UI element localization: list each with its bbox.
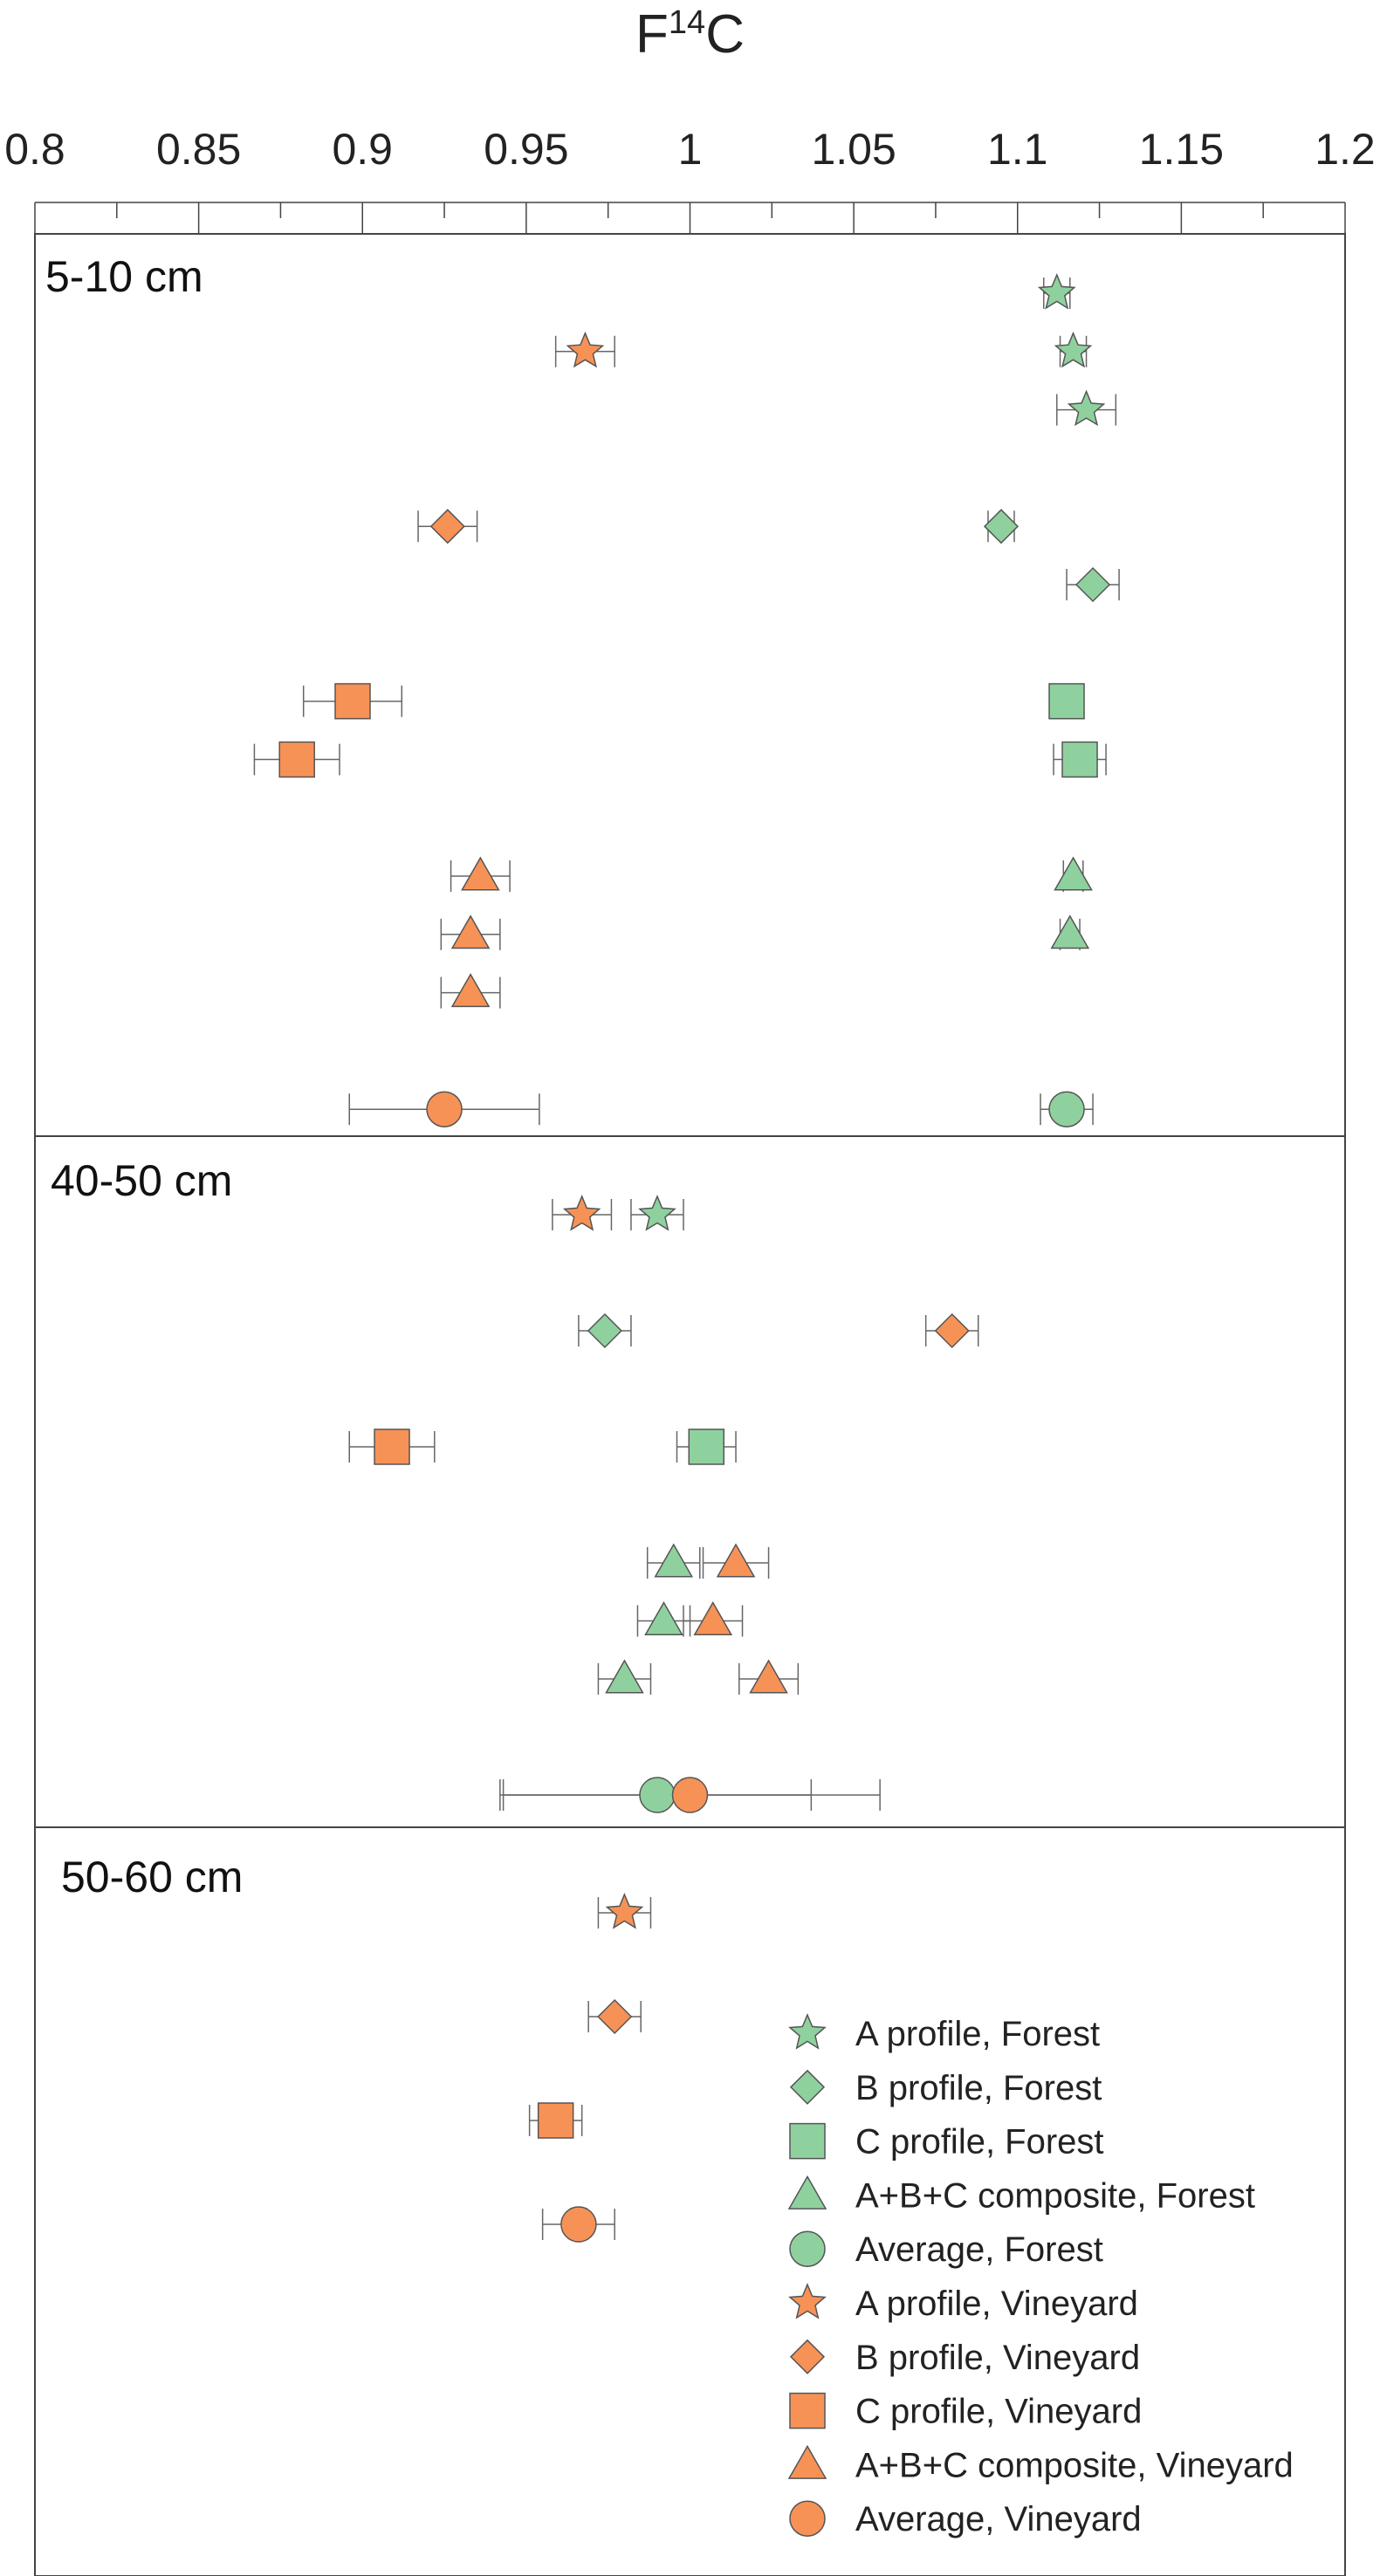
- data-point-diamond-forest: [587, 1312, 622, 1349]
- x-tick-label: 1.2: [1315, 125, 1376, 174]
- legend-entry-label: A profile, Forest: [855, 2015, 1100, 2053]
- x-tick-label: 1.1: [987, 125, 1048, 174]
- panel-label: 40-50 cm: [51, 1156, 232, 1205]
- data-point-star-forest: [1054, 331, 1093, 368]
- legend-marker-square-forest: [789, 2122, 826, 2160]
- data-point-triangle-vineyard: [450, 973, 491, 1008]
- data-point-star-forest: [1067, 389, 1106, 427]
- data-point-square-vineyard: [334, 682, 371, 720]
- data-point-triangle-vineyard: [716, 1543, 756, 1578]
- data-point-square-vineyard: [278, 741, 315, 778]
- x-axis: F14C 0.8 0.85 0.9 0.95 1 1.05 1.1 1.15 1.2: [4, 4, 1376, 234]
- data-point-square-forest: [1061, 741, 1098, 778]
- legend-marker-star-vineyard: [788, 2283, 827, 2319]
- data-point-circle-vineyard: [426, 1091, 463, 1127]
- error-bars: [253, 277, 1120, 2240]
- legend-marker-triangle-vineyard: [787, 2444, 827, 2479]
- data-point-circle-forest: [639, 1777, 676, 1813]
- panel-label: 50-60 cm: [61, 1853, 243, 1901]
- x-tick-label: 0.8: [4, 125, 65, 174]
- data-point-diamond-forest: [1074, 566, 1111, 603]
- data-point-star-vineyard: [605, 1893, 644, 1929]
- x-tick-label: 0.95: [484, 125, 568, 174]
- legend-entry-label: Average, Vineyard: [855, 2500, 1142, 2538]
- legend-entry-label: A profile, Vineyard: [855, 2285, 1138, 2323]
- data-point-star-vineyard: [562, 1195, 601, 1231]
- panel-frame: [34, 1135, 1346, 1828]
- data-point-circle-forest: [1048, 1091, 1085, 1127]
- panels: 5-10 cm 40-50 cm 50-60 cm: [34, 233, 1346, 2576]
- data-point-star-forest: [1037, 273, 1076, 310]
- legend-marker-diamond-vineyard: [789, 2339, 826, 2374]
- legend-entry-label: A+B+C composite, Forest: [855, 2176, 1255, 2215]
- legend-marker-triangle-forest: [787, 2175, 827, 2209]
- data-point-triangle-vineyard: [461, 856, 500, 891]
- legend-entry-label: C profile, Vineyard: [855, 2393, 1142, 2431]
- legend-entry-label: Average, Forest: [855, 2230, 1103, 2269]
- legend-entry-label: C profile, Forest: [855, 2123, 1104, 2162]
- legend: A profile, Forest B profile, Forest C prof…: [787, 2013, 1294, 2538]
- panel-frame: [34, 1826, 1346, 2576]
- data-markers: [278, 273, 1111, 2243]
- legend-marker-circle-vineyard: [789, 2500, 826, 2537]
- x-tick-label: 1: [678, 125, 703, 174]
- x-tick-label: 0.9: [332, 125, 393, 174]
- data-point-diamond-vineyard: [934, 1312, 970, 1349]
- data-point-square-forest: [1048, 682, 1085, 720]
- data-point-square-vineyard: [374, 1428, 410, 1465]
- data-point-triangle-vineyard: [693, 1600, 733, 1635]
- data-point-square-vineyard: [537, 2102, 574, 2139]
- data-point-star-vineyard: [566, 331, 605, 368]
- panel-label: 5-10 cm: [45, 252, 203, 301]
- data-point-diamond-forest: [983, 509, 1020, 545]
- data-point-triangle-forest: [654, 1543, 694, 1578]
- x-tick-label: 1.15: [1139, 125, 1224, 174]
- legend-entry-label: B profile, Forest: [855, 2069, 1102, 2107]
- data-point-triangle-vineyard: [450, 915, 491, 949]
- legend-marker-square-vineyard: [789, 2392, 826, 2429]
- legend-marker-circle-forest: [789, 2230, 826, 2267]
- data-point-diamond-vineyard: [429, 509, 465, 545]
- x-tick-label: 0.85: [156, 125, 241, 174]
- legend-marker-star-forest: [788, 2013, 827, 2050]
- data-point-circle-vineyard: [560, 2206, 597, 2243]
- x-axis-title: F14C: [635, 4, 745, 65]
- data-point-diamond-vineyard: [597, 1998, 633, 2035]
- legend-entry-label: A+B+C composite, Vineyard: [855, 2446, 1294, 2484]
- legend-entry-label: B profile, Vineyard: [855, 2339, 1140, 2377]
- x-tick-label: 1.05: [811, 125, 896, 174]
- data-point-triangle-vineyard: [749, 1659, 788, 1694]
- data-point-triangle-forest: [1050, 915, 1090, 949]
- data-point-triangle-forest: [644, 1600, 683, 1635]
- data-point-circle-vineyard: [671, 1777, 709, 1813]
- panel-frame: [34, 233, 1346, 1137]
- data-point-triangle-forest: [605, 1659, 644, 1694]
- legend-marker-diamond-forest: [789, 2069, 826, 2105]
- data-point-triangle-forest: [1054, 856, 1093, 891]
- data-point-square-forest: [688, 1428, 725, 1465]
- data-point-star-forest: [638, 1195, 676, 1231]
